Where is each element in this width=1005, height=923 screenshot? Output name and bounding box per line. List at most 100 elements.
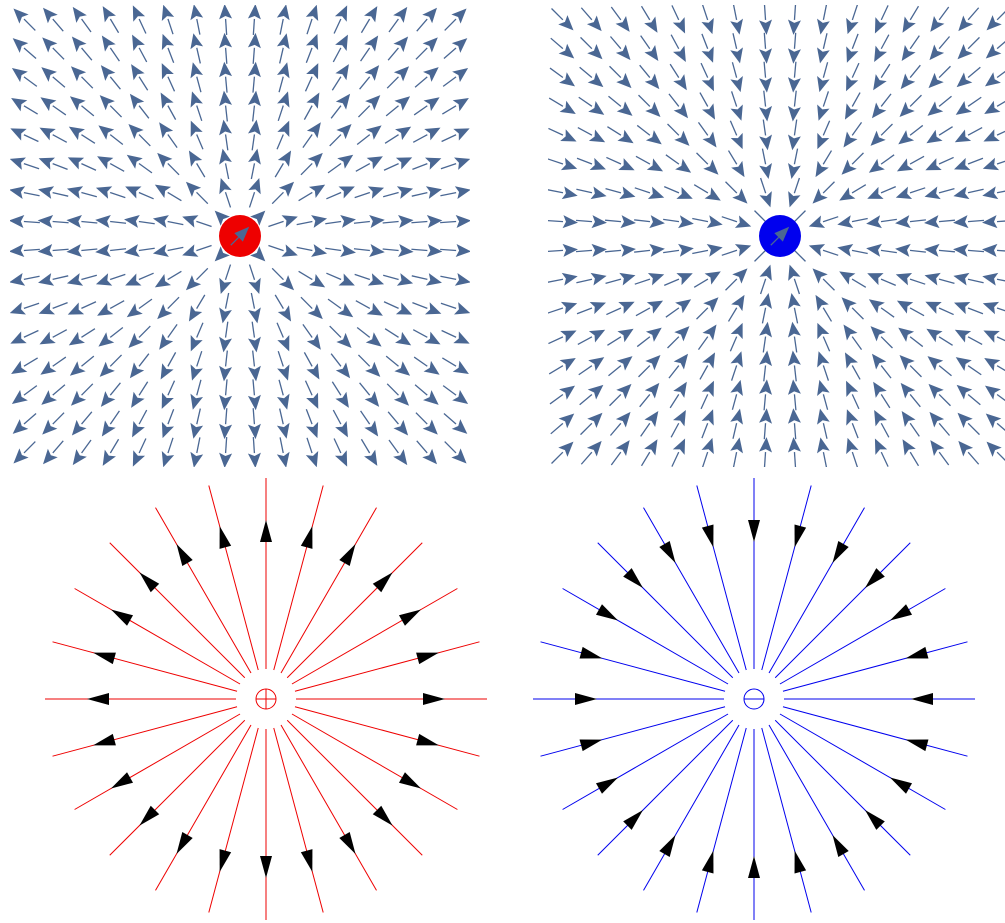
field-line [286,719,423,856]
field-arrow [846,409,859,439]
field-arrow [443,413,468,434]
field-arrow [10,329,39,344]
field-arrow [129,93,150,119]
field-arrow [924,186,955,200]
field-arrow [548,243,578,257]
field-arrow [128,123,151,147]
field-line [562,713,729,810]
field-arrow [576,301,606,315]
field-arrow [126,154,153,174]
field-line [291,588,458,685]
field-arrow [634,243,665,257]
field-arrow [924,243,955,257]
field-arrow [671,5,686,34]
field-arrow [415,37,438,60]
field-arrow [101,410,120,437]
direction-arrow [659,540,676,564]
field-arrow [787,61,801,93]
direction-arrow [219,849,232,872]
field-arrow [701,33,714,63]
field-arrow [985,413,1005,432]
field-arrow [248,321,261,353]
direction-arrow [794,850,807,874]
field-arrow [97,156,125,172]
field-arrow [296,215,328,228]
direction-arrow [575,693,597,705]
field-arrow [787,119,801,151]
field-arrow [10,243,40,257]
field-arrow [844,92,861,120]
field-arrow [550,37,575,59]
direction-arrow [260,856,272,878]
field-arrow [669,381,687,409]
field-arrow [384,126,412,144]
field-line [748,478,760,669]
field-arrow [576,157,606,171]
field-arrow [955,357,982,376]
field-arrow [357,354,381,377]
field-arrow [930,440,950,466]
field-line [597,719,734,856]
field-arrow [575,215,607,229]
direction-arrow [372,572,393,593]
field-line [260,729,272,920]
field-arrow [298,184,326,202]
field-arrow [333,438,348,467]
field-arrow [300,152,323,176]
field-arrow [699,92,716,120]
field-arrow [984,357,1005,372]
field-arrow [38,273,69,286]
field-arrow [665,154,692,173]
field-arrow [548,157,578,171]
field-arrow [871,353,892,379]
plus-circle-icon [255,688,277,710]
field-arrow [412,127,441,143]
direction-arrow [865,810,885,830]
field-arrow [276,379,290,410]
field-arrow [97,300,125,316]
field-arrow [924,272,955,286]
field-line [273,727,324,913]
field-arrow [219,350,233,382]
field-arrow [548,127,577,142]
field-arrow [330,93,351,119]
field-arrow [129,353,150,379]
field-arrow [663,243,694,257]
field-arrow [605,272,636,286]
direction-arrow [579,646,603,659]
field-arrow [71,36,93,61]
field-arrow [40,356,67,375]
field-arrow [68,126,96,144]
field-arrow [759,119,773,151]
field-arrow [190,379,204,410]
field-arrow [42,412,65,435]
field-arrow [549,67,576,87]
field-arrow [874,34,890,62]
field-arrow [219,119,232,151]
field-arrow [548,97,576,115]
field-arrow [721,215,752,228]
field-arrow [954,127,983,143]
field-arrow [247,5,261,35]
field-line [540,641,726,692]
field-arrow [606,301,635,316]
field-arrow [219,90,233,122]
field-arrow [953,186,984,200]
field-arrow [986,441,1005,461]
field-arrow [870,326,893,349]
field-arrow [41,67,66,88]
field-arrow [354,186,385,199]
field-arrow [605,186,636,200]
direction-arrow [794,524,807,548]
field-arrow [248,119,261,151]
field-line [280,507,377,674]
direction-arrow [748,856,760,878]
field-arrow [985,40,1005,59]
field-arrow [697,324,717,351]
field-arrow [182,215,212,228]
positive-charge-field-lines [45,478,487,920]
field-arrow [982,215,1005,229]
field-arrow [927,95,952,116]
field-arrow [132,409,148,438]
field-arrow [42,37,65,60]
